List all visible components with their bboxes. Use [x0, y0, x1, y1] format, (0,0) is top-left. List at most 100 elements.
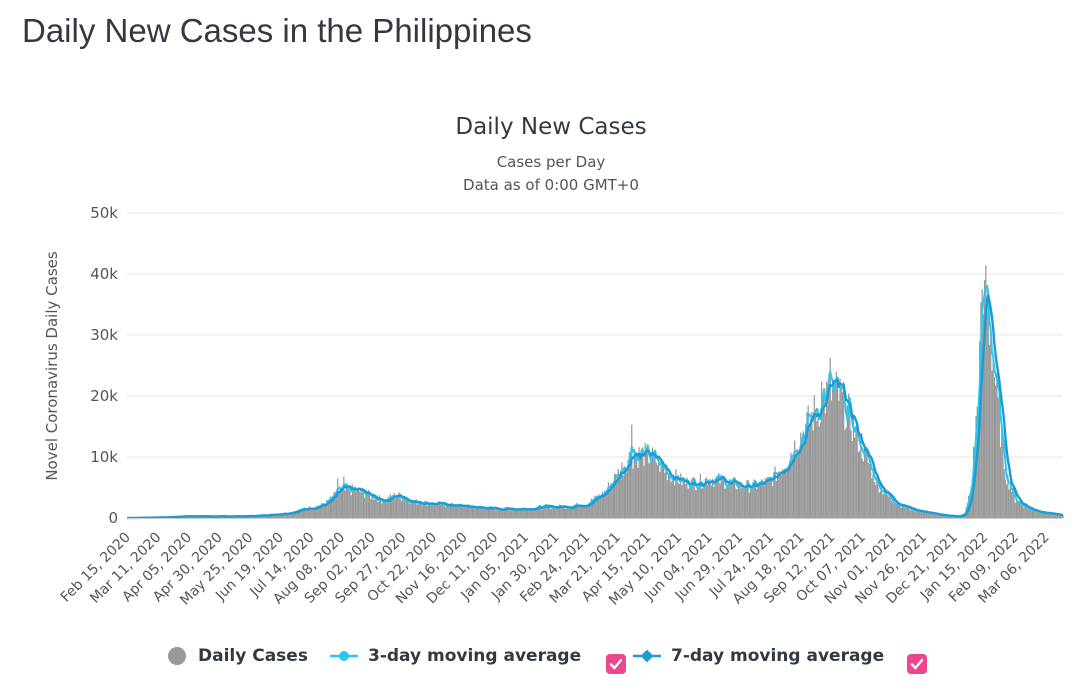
- daily-cases-bar: [920, 510, 922, 518]
- daily-cases-bar: [687, 488, 689, 518]
- daily-cases-bar: [1059, 514, 1062, 518]
- daily-cases-bar: [356, 487, 358, 518]
- daily-cases-bar: [323, 505, 325, 518]
- daily-cases-bar: [784, 469, 786, 518]
- daily-cases-bar: [485, 509, 487, 518]
- daily-cases-bar: [834, 379, 836, 518]
- daily-cases-bar: [1052, 513, 1054, 518]
- daily-cases-bar: [615, 473, 617, 518]
- daily-cases-bar: [1047, 513, 1049, 518]
- daily-cases-bar: [997, 397, 999, 518]
- daily-cases-bar: [471, 506, 474, 518]
- daily-cases-bar: [685, 484, 687, 518]
- daily-cases-bar: [812, 430, 814, 518]
- daily-cases-bar: [852, 415, 855, 518]
- daily-cases-bar: [768, 477, 770, 518]
- daily-cases-bar: [403, 498, 405, 518]
- daily-cases-bar: [585, 504, 588, 518]
- daily-cases-bar: [285, 513, 287, 518]
- daily-cases-bar: [578, 505, 580, 518]
- daily-cases-bar: [923, 512, 926, 518]
- checkbox-7day-ma[interactable]: [907, 654, 927, 674]
- daily-cases-bar: [1045, 513, 1047, 518]
- daily-cases-bar: [676, 476, 678, 518]
- daily-cases-bar: [440, 504, 442, 518]
- daily-cases-bar: [933, 514, 935, 518]
- daily-cases-bar: [850, 430, 852, 518]
- daily-cases-bar: [665, 468, 667, 518]
- daily-cases-bar: [327, 500, 329, 518]
- daily-cases-bar: [847, 393, 850, 518]
- legend-item-7day-ma[interactable]: 7-day moving average: [633, 645, 884, 667]
- daily-cases-bar: [985, 265, 987, 518]
- daily-cases-bar: [746, 480, 748, 518]
- daily-cases-bar: [724, 488, 726, 518]
- daily-cases-bar: [862, 461, 864, 518]
- daily-cases-bar: [667, 473, 670, 518]
- daily-cases-bar: [345, 484, 347, 518]
- daily-cases-bar: [498, 509, 501, 518]
- daily-cases-bar: [881, 487, 883, 518]
- checkbox-3day-ma[interactable]: [606, 654, 626, 674]
- daily-cases-bar: [435, 505, 437, 518]
- legend-item-3day-ma[interactable]: 3-day moving average: [330, 645, 581, 667]
- daily-cases-bar: [481, 507, 483, 518]
- ma3-line: [126, 284, 1064, 519]
- daily-cases-bar: [1036, 510, 1038, 518]
- daily-cases-bar: [749, 488, 752, 518]
- daily-cases-bar: [839, 378, 841, 518]
- daily-cases-bar: [402, 500, 404, 518]
- daily-cases-bar: [977, 406, 980, 518]
- daily-cases-bar: [893, 504, 895, 518]
- daily-cases-bar: [288, 512, 290, 518]
- daily-cases-bar: [518, 508, 520, 518]
- daily-cases-bar: [357, 487, 360, 518]
- daily-cases-bar: [898, 505, 900, 518]
- daily-cases-bar: [378, 495, 381, 518]
- daily-cases-bar: [477, 506, 480, 518]
- daily-cases-bar: [773, 471, 775, 518]
- daily-cases-bar: [605, 491, 607, 518]
- daily-cases-bar: [466, 504, 469, 518]
- daily-cases-bar: [693, 480, 695, 518]
- daily-cases-bar: [343, 476, 345, 518]
- daily-cases-bar: [631, 424, 633, 518]
- daily-cases-bar: [846, 405, 849, 518]
- daily-cases-bar: [1012, 488, 1014, 518]
- daily-cases-bar: [310, 509, 312, 518]
- daily-cases-bar: [1053, 513, 1056, 518]
- daily-cases-bar: [351, 484, 354, 518]
- daily-cases-bar: [697, 486, 699, 518]
- daily-cases-bar: [622, 475, 624, 518]
- daily-cases-bar: [567, 508, 569, 518]
- daily-cases-bar: [493, 509, 496, 518]
- legend-item-daily-cases[interactable]: Daily Cases: [166, 645, 308, 667]
- daily-cases-bar: [921, 511, 923, 518]
- daily-cases-bar: [569, 508, 572, 518]
- daily-cases-bar: [563, 505, 565, 518]
- daily-cases-bar: [874, 484, 877, 518]
- daily-cases-bar: [406, 499, 409, 518]
- daily-cases-bar: [503, 509, 505, 518]
- daily-cases-bar: [277, 514, 279, 518]
- daily-cases-bar: [454, 506, 456, 518]
- daily-cases-bar: [806, 412, 808, 518]
- daily-cases-bar: [519, 509, 521, 518]
- daily-cases-bar: [616, 480, 618, 518]
- daily-cases-bar: [934, 513, 937, 518]
- daily-cases-bar: [700, 488, 703, 518]
- chart-subtitle-line2: Data as of 0:00 GMT+0: [463, 176, 639, 194]
- y-tick-label: 40k: [90, 265, 118, 283]
- daily-cases-bar: [479, 507, 481, 518]
- daily-cases-bar: [609, 490, 611, 518]
- daily-cases-bar: [441, 501, 443, 518]
- daily-cases-bar: [427, 502, 430, 518]
- daily-cases-bar: [517, 508, 519, 518]
- daily-cases-bar: [382, 501, 384, 518]
- daily-cases-bar: [381, 503, 383, 518]
- daily-cases-bar: [1051, 514, 1053, 518]
- daily-cases-bar: [745, 488, 747, 518]
- daily-cases-bar: [375, 497, 377, 518]
- daily-cases-bar: [600, 497, 602, 518]
- daily-cases-bar: [854, 437, 856, 518]
